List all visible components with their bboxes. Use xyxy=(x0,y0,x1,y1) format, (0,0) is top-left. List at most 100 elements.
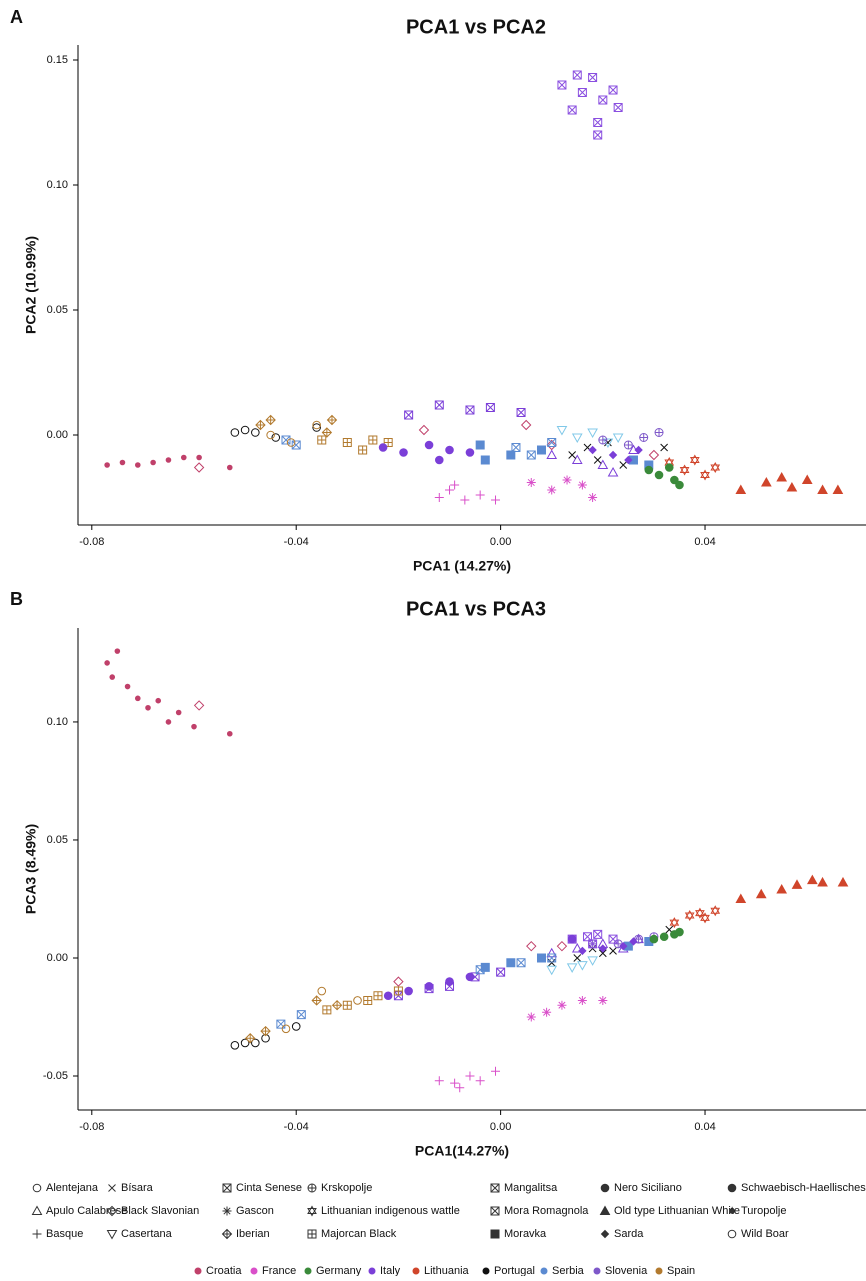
point xyxy=(150,459,156,466)
point xyxy=(465,1071,475,1081)
point xyxy=(735,893,747,903)
legend-country-marker xyxy=(304,1267,312,1275)
point xyxy=(245,1033,256,1044)
point xyxy=(588,493,598,502)
point xyxy=(649,934,659,944)
legend-label: Basque xyxy=(46,1228,83,1240)
x-tick-label: 0.00 xyxy=(490,1121,511,1133)
point xyxy=(291,440,301,450)
point xyxy=(255,419,266,431)
point xyxy=(832,484,844,494)
point xyxy=(562,475,572,485)
point xyxy=(460,495,470,505)
point xyxy=(598,995,608,1005)
point xyxy=(710,905,721,917)
point xyxy=(536,445,546,455)
point xyxy=(506,450,516,460)
point xyxy=(675,480,684,490)
point xyxy=(609,947,617,955)
point xyxy=(331,999,343,1011)
point xyxy=(735,484,747,494)
point xyxy=(465,448,475,457)
x-axis-label: PCA1 (14.27%) xyxy=(413,558,511,574)
point xyxy=(134,462,141,468)
point xyxy=(155,697,162,704)
legend-label: Krskopolje xyxy=(321,1182,372,1194)
point xyxy=(623,440,633,450)
legend-label: Schwaebisch-Haellisches xyxy=(741,1182,866,1194)
point xyxy=(648,449,660,461)
point xyxy=(577,961,588,971)
point xyxy=(593,118,603,127)
point xyxy=(119,459,126,466)
point xyxy=(434,1076,444,1086)
legend-label: Mora Romagnola xyxy=(504,1205,589,1217)
point xyxy=(191,723,197,730)
point xyxy=(475,440,485,450)
point xyxy=(196,454,202,461)
x-tick-label: -0.08 xyxy=(79,536,104,548)
point xyxy=(266,430,275,440)
legend-country-marker xyxy=(482,1267,490,1275)
legend-label: Alentejana xyxy=(46,1182,99,1194)
point xyxy=(547,485,557,495)
point xyxy=(322,1005,332,1015)
legend-marker xyxy=(222,1206,232,1216)
point xyxy=(572,70,582,80)
panel-label: B xyxy=(10,589,23,609)
legend-marker xyxy=(729,1208,735,1214)
point xyxy=(134,695,141,702)
point xyxy=(393,991,403,1001)
legend-marker xyxy=(106,1205,118,1217)
legend-country-label: Lithuania xyxy=(424,1265,470,1276)
point xyxy=(145,704,151,711)
point xyxy=(455,1083,465,1093)
point xyxy=(124,683,131,690)
point xyxy=(230,1041,240,1050)
point xyxy=(114,648,121,654)
chart-title: PCA1 vs PCA3 xyxy=(406,598,546,620)
point xyxy=(520,419,532,431)
point xyxy=(230,428,240,437)
x-tick-label: -0.08 xyxy=(79,1121,104,1133)
point xyxy=(588,939,598,949)
point xyxy=(368,435,378,445)
y-axis-label: PCA3 (8.49%) xyxy=(23,824,39,914)
legend-label: Gascon xyxy=(236,1205,274,1217)
point xyxy=(485,403,495,412)
legend-marker xyxy=(727,1183,737,1193)
point xyxy=(837,876,849,887)
point xyxy=(654,428,664,437)
point xyxy=(445,485,455,495)
point xyxy=(546,449,558,459)
point xyxy=(587,956,598,966)
point xyxy=(760,476,772,487)
point xyxy=(634,445,643,455)
point xyxy=(578,946,587,956)
point xyxy=(598,944,608,953)
point xyxy=(577,88,587,97)
legend-marker xyxy=(490,1229,500,1239)
point xyxy=(546,947,558,958)
point xyxy=(817,876,828,887)
point xyxy=(598,949,607,958)
legend-marker xyxy=(32,1183,42,1193)
legend-country-label: Portugal xyxy=(494,1265,535,1276)
point xyxy=(612,433,624,444)
y-tick-label: 0.05 xyxy=(47,304,68,316)
point xyxy=(193,462,205,473)
y-tick-label: 0.00 xyxy=(47,429,68,441)
point xyxy=(629,937,638,946)
legend-country-marker xyxy=(655,1267,663,1275)
point xyxy=(644,465,654,475)
legend-label: Apulo Calabrese xyxy=(46,1205,127,1217)
point xyxy=(679,464,690,476)
point xyxy=(312,420,321,430)
point xyxy=(475,1076,485,1086)
point xyxy=(321,427,333,438)
legend-country-label: Croatia xyxy=(206,1265,242,1276)
legend-marker xyxy=(307,1205,317,1217)
point xyxy=(312,423,321,432)
legend-country-marker xyxy=(250,1267,258,1275)
point xyxy=(587,428,598,439)
